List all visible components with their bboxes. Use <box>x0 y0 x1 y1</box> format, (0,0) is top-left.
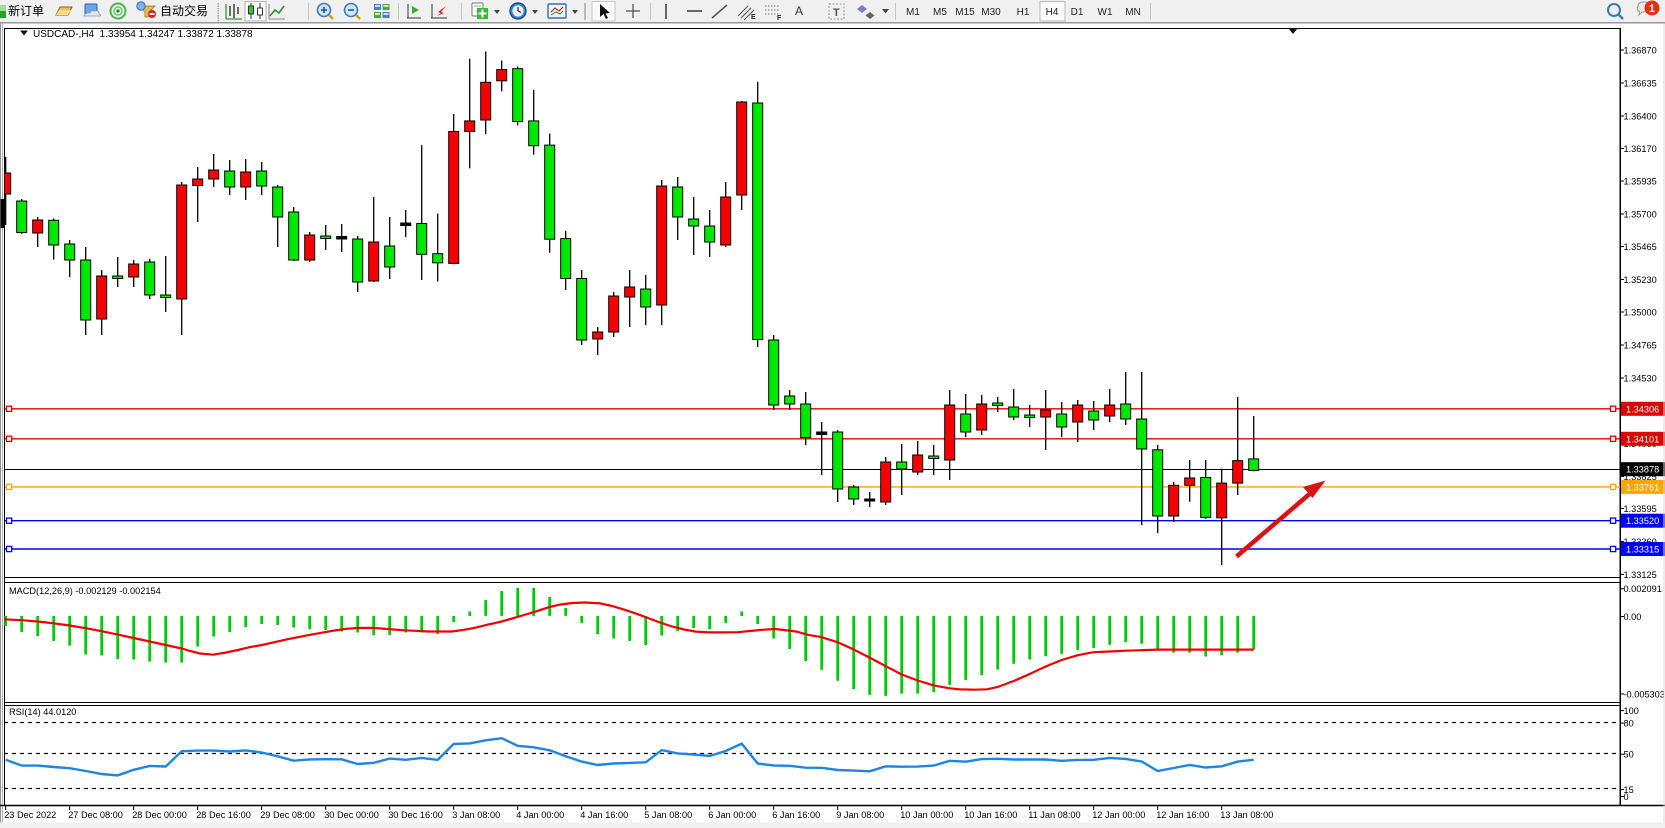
svg-text:1.33761: 1.33761 <box>1626 482 1659 492</box>
svg-text:1.34765: 1.34765 <box>1624 341 1657 351</box>
svg-text:1.33878: 1.33878 <box>1626 465 1659 475</box>
svg-text:1.34101: 1.34101 <box>1626 434 1659 444</box>
svg-text:M15: M15 <box>955 7 975 18</box>
svg-text:M30: M30 <box>981 7 1001 18</box>
svg-text:4 Jan 16:00: 4 Jan 16:00 <box>580 810 628 820</box>
svg-text:T: T <box>833 7 840 19</box>
svg-text:RSI(14) 44.0120: RSI(14) 44.0120 <box>9 707 76 717</box>
svg-text:1.35465: 1.35465 <box>1624 242 1657 252</box>
svg-text:1.33825: 1.33825 <box>1624 472 1657 482</box>
svg-text:100: 100 <box>1624 706 1639 716</box>
svg-text:6 Jan 16:00: 6 Jan 16:00 <box>772 810 820 820</box>
svg-text:3 Jan 08:00: 3 Jan 08:00 <box>452 810 500 820</box>
svg-text:W1: W1 <box>1098 7 1113 18</box>
svg-text:1.33520: 1.33520 <box>1626 516 1659 526</box>
svg-text:1.35000: 1.35000 <box>1624 308 1657 318</box>
svg-text:5 Jan 08:00: 5 Jan 08:00 <box>644 810 692 820</box>
svg-text:USDCAD-,H4 1.33954 1.34247 1.: USDCAD-,H4 1.33954 1.34247 1.33872 1.338… <box>33 29 253 40</box>
svg-text:11 Jan 08:00: 11 Jan 08:00 <box>1028 810 1080 820</box>
svg-text:1.35700: 1.35700 <box>1624 210 1657 220</box>
svg-text:1.34306: 1.34306 <box>1626 404 1659 414</box>
svg-text:30 Dec 16:00: 30 Dec 16:00 <box>388 810 443 820</box>
svg-text:80: 80 <box>1624 719 1634 729</box>
svg-text:1.33315: 1.33315 <box>1626 545 1659 555</box>
svg-text:4 Jan 00:00: 4 Jan 00:00 <box>516 810 564 820</box>
svg-text:28 Dec 00:00: 28 Dec 00:00 <box>132 810 187 820</box>
svg-text:27 Dec 08:00: 27 Dec 08:00 <box>68 810 123 820</box>
svg-text:1.33125: 1.33125 <box>1624 570 1657 580</box>
svg-text:-0.005303: -0.005303 <box>1624 689 1665 699</box>
svg-text:28 Dec 16:00: 28 Dec 16:00 <box>196 810 251 820</box>
svg-text:23 Dec 2022: 23 Dec 2022 <box>4 810 56 820</box>
svg-text:10 Jan 16:00: 10 Jan 16:00 <box>964 810 1017 820</box>
svg-text:A: A <box>795 4 803 18</box>
svg-text:1.35935: 1.35935 <box>1624 177 1657 187</box>
svg-text:9 Jan 08:00: 9 Jan 08:00 <box>836 810 884 820</box>
svg-text:E: E <box>751 14 756 21</box>
svg-text:50: 50 <box>1624 750 1634 760</box>
svg-text:1.36170: 1.36170 <box>1624 144 1657 154</box>
svg-text:1.33595: 1.33595 <box>1624 504 1657 514</box>
svg-text:29 Dec 08:00: 29 Dec 08:00 <box>260 810 315 820</box>
svg-text:M1: M1 <box>906 7 920 18</box>
svg-text:MN: MN <box>1125 7 1141 18</box>
svg-text:6 Jan 00:00: 6 Jan 00:00 <box>708 810 756 820</box>
svg-text:0: 0 <box>1624 792 1629 802</box>
svg-text:M5: M5 <box>933 7 947 18</box>
svg-text:10 Jan 00:00: 10 Jan 00:00 <box>900 810 953 820</box>
svg-text:30 Dec 00:00: 30 Dec 00:00 <box>324 810 379 820</box>
svg-text:13 Jan 08:00: 13 Jan 08:00 <box>1220 810 1273 820</box>
svg-text:F: F <box>777 15 782 22</box>
svg-text:MACD(12,26,9) -0.002129 -0.002: MACD(12,26,9) -0.002129 -0.002154 <box>9 586 161 596</box>
svg-text:1: 1 <box>1649 3 1655 15</box>
svg-text:12 Jan 00:00: 12 Jan 00:00 <box>1092 810 1145 820</box>
svg-text:1.35230: 1.35230 <box>1624 275 1657 285</box>
svg-text:1.36400: 1.36400 <box>1624 112 1657 122</box>
svg-text:0.002091: 0.002091 <box>1624 584 1662 594</box>
svg-text:1.36870: 1.36870 <box>1624 46 1657 56</box>
svg-text:1.36635: 1.36635 <box>1624 79 1657 89</box>
svg-text:1.34530: 1.34530 <box>1624 374 1657 384</box>
svg-text:自动交易: 自动交易 <box>160 3 208 18</box>
svg-text:新订单: 新订单 <box>8 3 44 18</box>
svg-text:12 Jan 16:00: 12 Jan 16:00 <box>1156 810 1209 820</box>
svg-text:15: 15 <box>1624 785 1634 795</box>
svg-text:H4: H4 <box>1046 7 1059 18</box>
svg-text:D1: D1 <box>1071 7 1084 18</box>
svg-text:H1: H1 <box>1017 7 1030 18</box>
svg-text:0.00: 0.00 <box>1624 612 1642 622</box>
